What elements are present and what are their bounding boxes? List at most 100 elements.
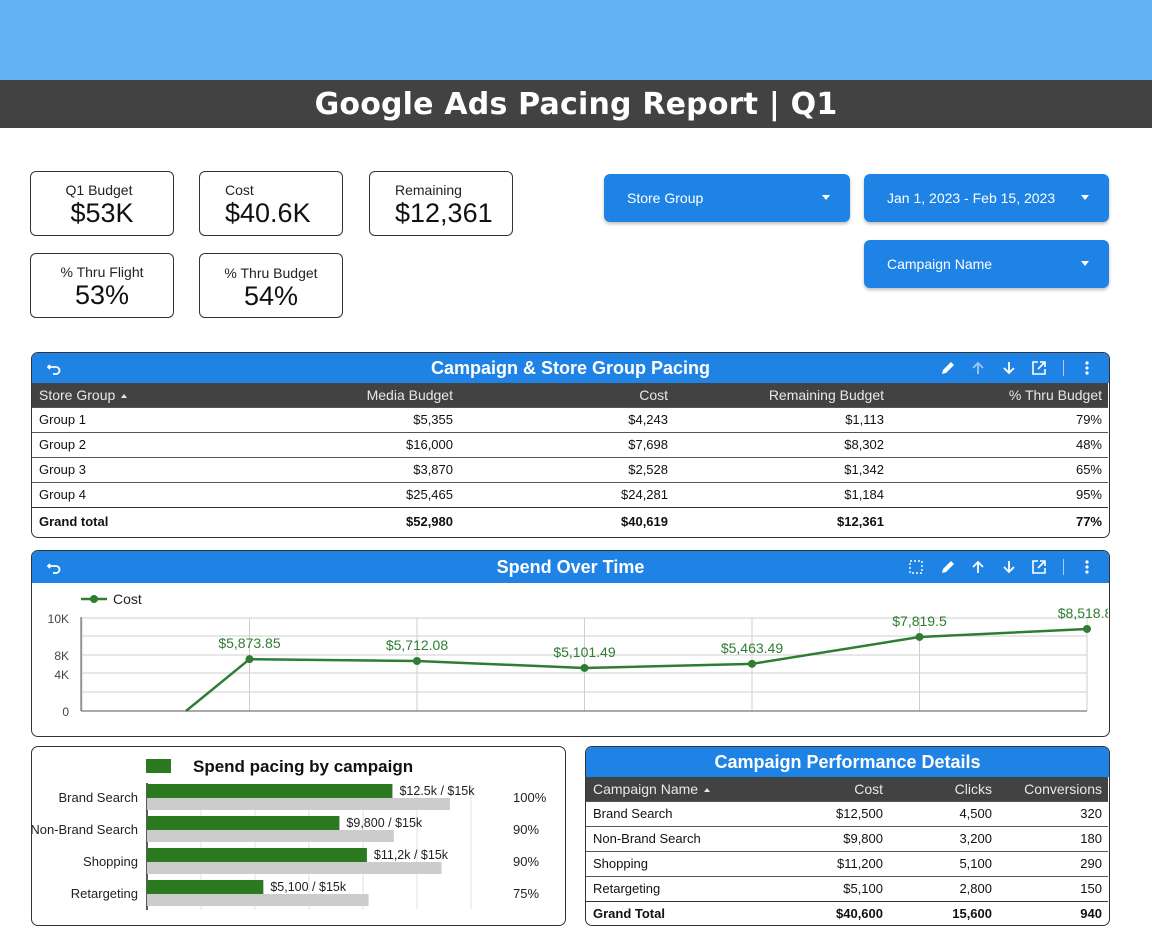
percent-label: 90% xyxy=(513,822,539,837)
campaign-pacing-panel: Spend pacing by campaign Brand Search $12… xyxy=(31,746,566,926)
store-group-label: Store Group xyxy=(627,190,704,206)
chevron-down-icon xyxy=(1081,195,1089,200)
table-cell: 2,800 xyxy=(889,875,998,901)
category-label: Shopping xyxy=(83,854,138,869)
table-row: Group 2 $16,000 $7,698 $8,302 48% xyxy=(32,431,1108,457)
column-header-cost[interactable]: Cost xyxy=(784,777,889,801)
arrow-down-icon[interactable] xyxy=(1001,360,1017,376)
column-header-media-budget[interactable]: Media Budget xyxy=(242,383,459,407)
column-header-store-group[interactable]: Store Group xyxy=(32,383,242,407)
reset-icon[interactable] xyxy=(46,559,62,575)
table-cell: $40,619 xyxy=(459,506,674,536)
data-label: $7,819.5 xyxy=(892,613,947,629)
report-title: Google Ads Pacing Report | Q1 xyxy=(314,86,838,122)
chart-title: Spend pacing by campaign xyxy=(193,757,413,776)
table-cell: 77% xyxy=(890,506,1108,536)
budget-bar xyxy=(147,894,369,906)
campaign-name-label: Campaign Name xyxy=(887,256,993,272)
more-vert-icon[interactable] xyxy=(1079,360,1095,376)
column-header-cost[interactable]: Cost xyxy=(459,383,674,407)
scorecard-label: Cost xyxy=(225,182,254,198)
open-external-icon[interactable] xyxy=(1031,360,1047,376)
data-point xyxy=(1083,624,1091,633)
scorecard-value: 54% xyxy=(243,281,299,311)
panel-title: Spend Over Time xyxy=(496,557,645,577)
data-label: $9,800 / $15k xyxy=(346,816,423,830)
data-label: $5,463.49 xyxy=(721,640,783,656)
scorecard-remaining: Remaining $12,361 xyxy=(369,171,513,236)
date-range-picker[interactable]: Jan 1, 2023 - Feb 15, 2023 xyxy=(864,174,1109,222)
table-cell: 3,200 xyxy=(889,825,998,851)
data-point xyxy=(245,655,254,664)
percent-label: 90% xyxy=(513,854,539,869)
pencil-icon[interactable] xyxy=(940,360,956,376)
legend-swatch xyxy=(146,759,171,773)
campaign-name-filter[interactable]: Campaign Name xyxy=(864,240,1109,288)
table-cell: $8,302 xyxy=(674,431,890,457)
table-cell: 79% xyxy=(890,406,1108,432)
reset-icon[interactable] xyxy=(46,360,62,376)
campaign-pacing-bar-chart: Spend pacing by campaign Brand Search $12… xyxy=(32,757,547,910)
table-cell: 290 xyxy=(998,850,1108,876)
more-vert-icon[interactable] xyxy=(1079,559,1095,575)
pencil-icon[interactable] xyxy=(940,559,956,575)
campaign-details-panel: Campaign Performance Details Campaign Na… xyxy=(585,746,1110,926)
sort-asc-icon xyxy=(704,788,711,793)
arrow-down-icon[interactable] xyxy=(1001,559,1017,575)
table-cell: 4,500 xyxy=(889,800,998,826)
table-cell: $25,465 xyxy=(242,481,459,507)
table-cell: $1,342 xyxy=(674,456,890,482)
data-label: $8,518.8 xyxy=(1058,605,1108,621)
table-cell: Shopping xyxy=(586,850,784,876)
table-cell: 65% xyxy=(890,456,1108,482)
date-range-label: Jan 1, 2023 - Feb 15, 2023 xyxy=(887,190,1056,206)
y-tick-label: 10K xyxy=(48,612,69,626)
panel-header: Campaign Performance Details xyxy=(586,747,1109,777)
scorecard-cost: Cost $40.6K xyxy=(199,171,343,236)
table-cell: $9,800 xyxy=(784,825,889,851)
table-cell: $3,870 xyxy=(242,456,459,482)
scorecard-thru-budget: % Thru Budget 54% xyxy=(199,253,343,318)
column-header-campaign-name[interactable]: Campaign Name xyxy=(586,777,784,801)
chart-grid xyxy=(80,617,1088,712)
chevron-down-icon xyxy=(822,195,830,200)
series-cost: $5,873.85 $5,712.08 $5,101.49 $5,463.49 $7,8… xyxy=(185,605,1108,712)
arrow-up-icon[interactable] xyxy=(970,559,986,575)
table-cell: 5,100 xyxy=(889,850,998,876)
table-row: Shopping $11,200 5,100 290 xyxy=(586,850,1108,876)
scorecard-thru-flight: % Thru Flight 53% xyxy=(30,253,174,318)
store-group-filter[interactable]: Store Group xyxy=(604,174,850,222)
data-point xyxy=(413,657,421,666)
data-label: $5,712.08 xyxy=(386,637,448,653)
table-cell: $12,500 xyxy=(784,800,889,826)
y-axis-ticks: 10K 8K 4K 0 xyxy=(48,612,70,719)
table-cell: $12,361 xyxy=(674,506,890,536)
title-bar: Google Ads Pacing Report | Q1 xyxy=(0,80,1152,128)
table-cell: Group 2 xyxy=(32,431,242,457)
column-header-thru-budget[interactable]: % Thru Budget xyxy=(890,383,1108,407)
column-header-clicks[interactable]: Clicks xyxy=(889,777,998,801)
table-row: Group 4 $25,465 $24,281 $1,184 95% xyxy=(32,481,1108,507)
arrow-up-icon[interactable] xyxy=(970,360,986,376)
grand-total-row: Grand Total $40,600 15,600 940 xyxy=(586,900,1108,925)
table-cell: 150 xyxy=(998,875,1108,901)
spend-line-chart: Cost 10K 8K 4K 0 $5,873.85 $5,712.08 $5,10… xyxy=(48,591,1108,719)
column-header-conversions[interactable]: Conversions xyxy=(998,777,1108,801)
open-external-icon[interactable] xyxy=(1031,559,1047,575)
panel-title: Campaign & Store Group Pacing xyxy=(430,358,711,378)
scorecard-label: Q1 Budget xyxy=(65,182,133,198)
table-row: Retargeting $5,100 2,800 150 xyxy=(586,875,1108,901)
budget-bar xyxy=(147,862,442,874)
selection-box-icon[interactable] xyxy=(908,559,924,575)
budget-bar xyxy=(147,798,450,810)
panel-header: Campaign & Store Group Pacing xyxy=(32,353,1109,383)
column-header-remaining-budget[interactable]: Remaining Budget xyxy=(674,383,890,407)
top-banner xyxy=(0,0,1152,80)
category-label: Brand Search xyxy=(59,790,139,805)
category-label: Retargeting xyxy=(71,886,138,901)
table-cell: 320 xyxy=(998,800,1108,826)
table-header-row: Store Group Media Budget Cost Remaining … xyxy=(32,383,1108,407)
table-cell: $2,528 xyxy=(459,456,674,482)
table-cell: $7,698 xyxy=(459,431,674,457)
legend-marker xyxy=(90,595,98,603)
